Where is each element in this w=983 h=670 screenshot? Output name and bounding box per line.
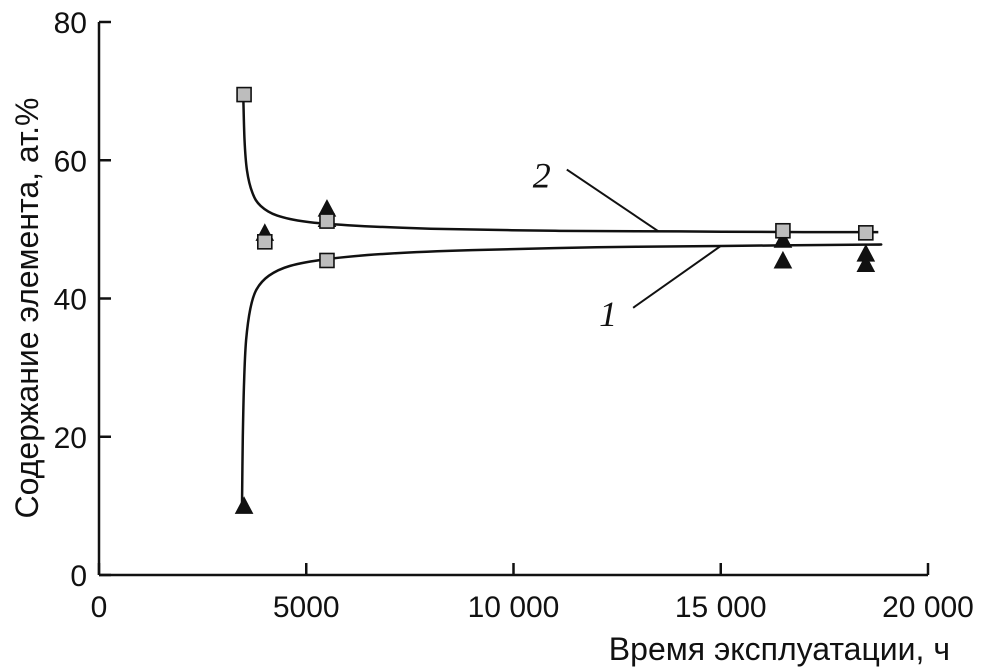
y-tick-label: 80 <box>54 7 87 40</box>
curve-annotations: 12 <box>533 156 722 334</box>
fit-curve-1 <box>240 243 883 506</box>
square-marker <box>319 252 335 269</box>
leader-line-1 <box>632 245 722 309</box>
y-tick-label: 20 <box>54 422 87 455</box>
y-tick-label: 0 <box>70 560 87 593</box>
x-axis-label: Время эксплуатации, ч <box>609 631 950 667</box>
square-marker <box>256 234 273 250</box>
square-marker <box>236 86 252 103</box>
square-marker <box>319 213 335 229</box>
y-tick-label: 40 <box>54 284 87 317</box>
x-tick-label: 5000 <box>273 591 340 624</box>
triangle-marker <box>773 230 793 248</box>
triangle-marker <box>773 250 793 269</box>
y-tick-label: 60 <box>54 145 87 178</box>
curve-label-2: 2 <box>533 156 551 196</box>
square-marker <box>858 225 874 241</box>
triangle-marker <box>856 254 876 272</box>
fit-curve-2 <box>241 94 879 234</box>
data-markers <box>234 86 876 514</box>
x-tick-label: 20 000 <box>882 591 974 624</box>
fit-curves <box>240 94 883 506</box>
axes: 0 5000 10 000 15 000 20 000 0 20 40 60 80 <box>54 7 974 624</box>
x-tick-label: 15 000 <box>675 591 767 624</box>
x-tick-label: 0 <box>91 591 108 624</box>
leader-line-2 <box>566 168 660 233</box>
triangle-marker <box>234 496 254 514</box>
x-tick-label: 10 000 <box>468 591 560 624</box>
square-marker <box>775 222 791 239</box>
y-axis-label: Содержание элемента, ат.% <box>9 98 45 519</box>
curve-label-1: 1 <box>599 294 617 334</box>
